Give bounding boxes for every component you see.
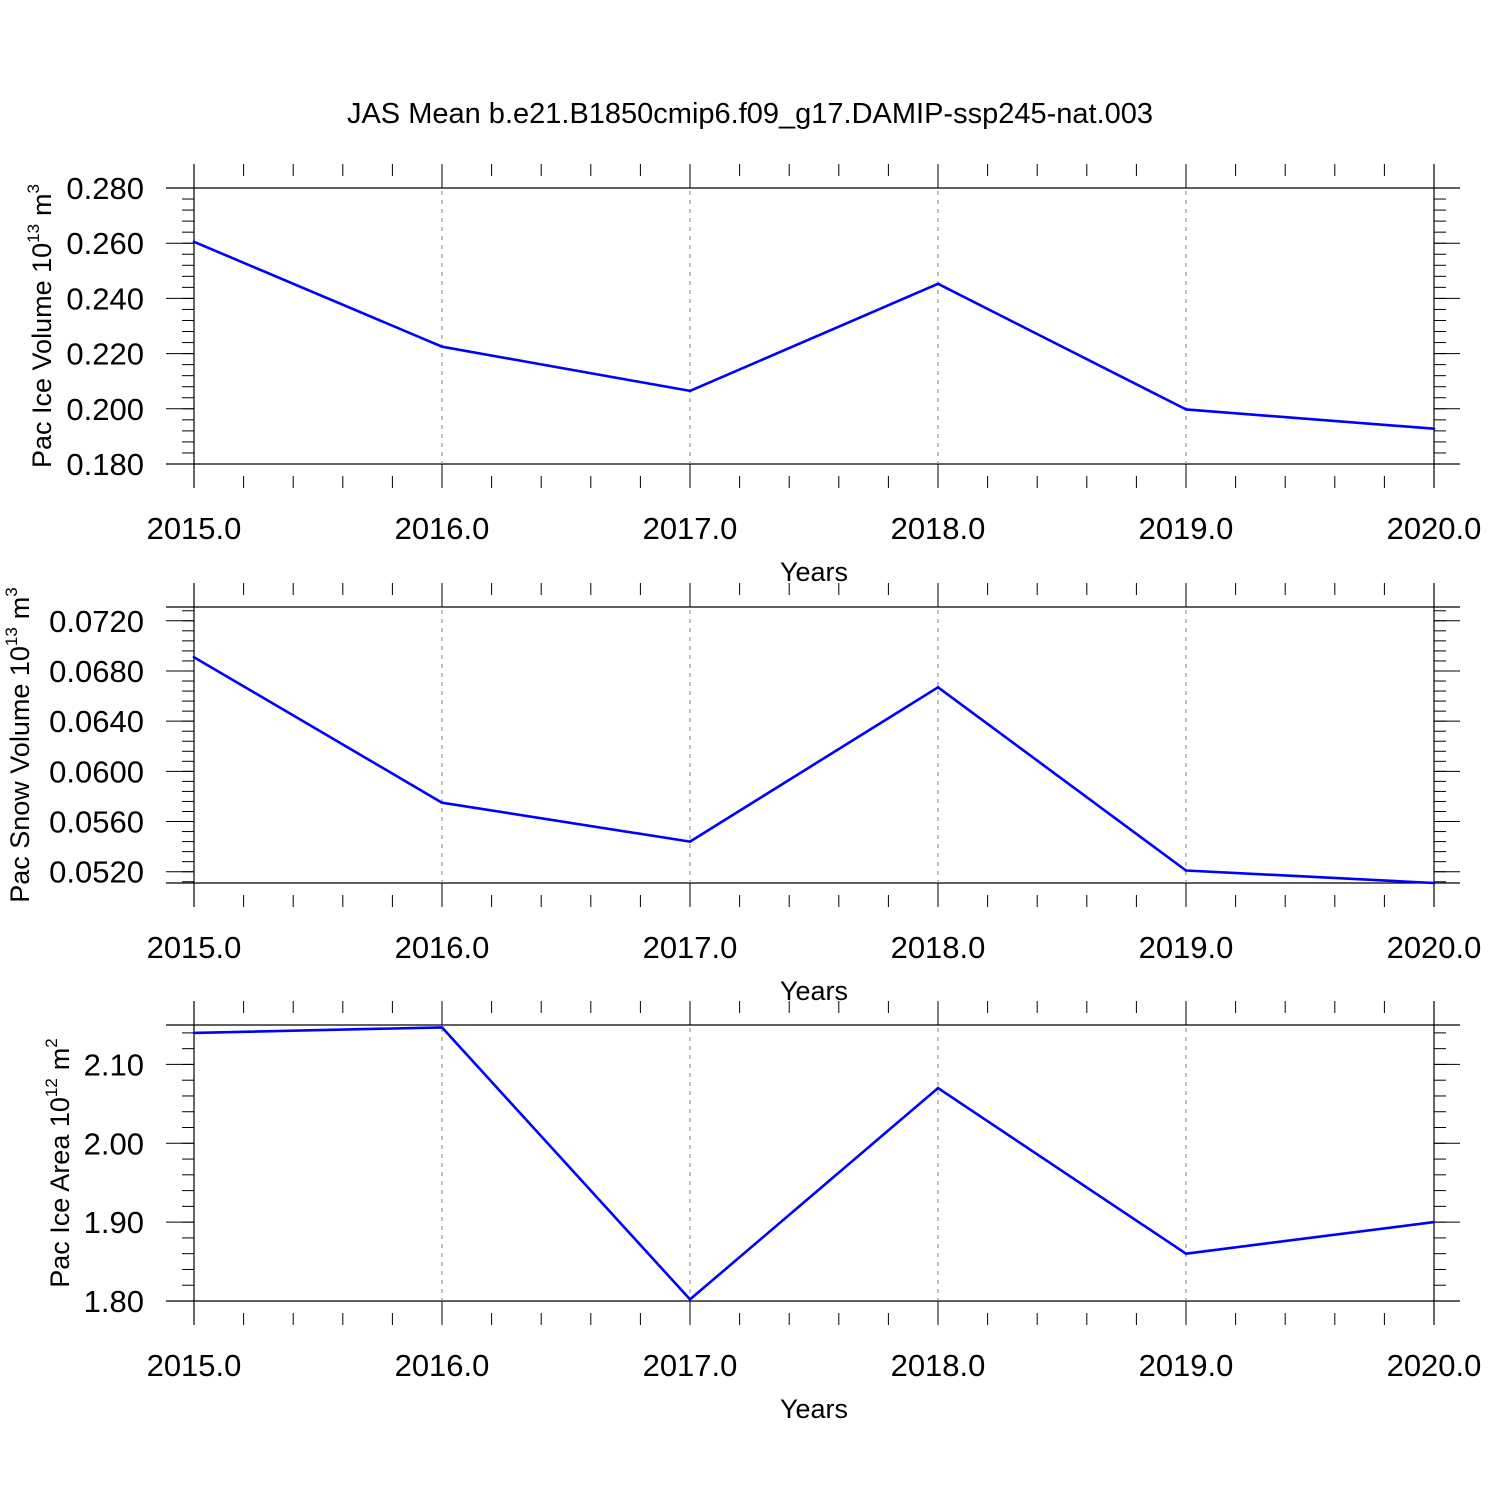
panel-ice-area: 2015.0 2016.0 2017.0 2018.0 2019.0 2020.0 1.80…	[42, 1001, 1481, 1424]
y-axis-label-exponent: 13	[2, 627, 21, 646]
data-point	[1432, 427, 1436, 430]
x-tick-label: 2018.0	[891, 511, 986, 546]
y-axis-label-unit-exponent: 3	[24, 184, 43, 193]
y-axis-label-unit: m	[27, 193, 57, 216]
x-axis-label: Years	[780, 1394, 848, 1424]
x-tick-label: 2017.0	[643, 930, 738, 965]
data-point	[1432, 1220, 1436, 1224]
y-axis-label: Pac Ice Area 1012 m2	[42, 1038, 75, 1288]
y-axis-label-unit: m	[45, 1048, 75, 1071]
y-tick-label: 0.260	[66, 226, 144, 261]
data-point	[936, 685, 940, 689]
y-tick-label: 0.0520	[49, 855, 144, 890]
y-tick-label: 0.200	[66, 392, 144, 427]
data-point	[688, 389, 692, 393]
y-axis-label-exponent: 12	[42, 1078, 61, 1097]
y-tick-label: 0.180	[66, 447, 144, 482]
y-tick-label: 0.0680	[49, 654, 144, 689]
chart-title: JAS Mean b.e21.B1850cmip6.f09_g17.DAMIP-…	[346, 98, 1154, 130]
y-axis-label-text: Pac Ice Volume 10	[27, 243, 57, 468]
data-point	[1184, 1252, 1188, 1255]
data-point	[936, 1086, 940, 1090]
series-line	[193, 656, 1435, 885]
data-point	[936, 282, 940, 286]
x-tick-label: 2020.0	[1387, 930, 1482, 965]
y-tick-label: 0.0600	[49, 754, 144, 789]
y-tick-label: 0.240	[66, 281, 144, 316]
data-point	[688, 1298, 692, 1301]
x-tick-label: 2015.0	[147, 930, 242, 965]
x-tick-label: 2020.0	[1387, 511, 1482, 546]
data-point	[440, 345, 444, 349]
x-tick-label: 2016.0	[395, 930, 490, 965]
x-tick-label: 2018.0	[891, 930, 986, 965]
panel-snow-volume: 2015.0 2016.0 2017.0 2018.0 2019.0 2020.0 0.05…	[2, 583, 1481, 1006]
data-point	[192, 655, 196, 659]
data-point	[1184, 408, 1188, 411]
x-tick-label: 2017.0	[643, 1348, 738, 1383]
data-point	[440, 1026, 444, 1029]
y-axis-label-text: Pac Ice Area 10	[45, 1097, 75, 1288]
x-tick-label: 2015.0	[147, 1348, 242, 1383]
y-tick-label: 1.90	[84, 1205, 144, 1240]
panel-ice-volume: 2015.0 2016.0 2017.0 2018.0 2019.0 2020.0 0.18…	[24, 164, 1481, 587]
x-tick-label: 2017.0	[643, 511, 738, 546]
y-tick-label: 2.00	[84, 1126, 144, 1161]
y-axis-label-exponent: 13	[24, 224, 43, 243]
y-tick-label: 1.80	[84, 1284, 144, 1319]
series-line	[193, 240, 1435, 430]
data-point	[192, 240, 196, 244]
x-axis-label: Years	[780, 557, 848, 587]
y-tick-label: 0.0640	[49, 704, 144, 739]
y-tick-label: 0.280	[66, 171, 144, 206]
x-axis-label: Years	[780, 976, 848, 1006]
y-axis-label-unit-exponent: 2	[42, 1038, 61, 1047]
data-point	[1184, 869, 1188, 872]
y-axis-label-unit: m	[5, 597, 35, 620]
x-tick-label: 2015.0	[147, 511, 242, 546]
y-tick-label: 2.10	[84, 1047, 144, 1082]
x-tick-label: 2018.0	[891, 1348, 986, 1383]
x-tick-label: 2016.0	[395, 1348, 490, 1383]
y-axis-label: Pac Ice Volume 1013 m3	[24, 184, 57, 468]
x-tick-label: 2019.0	[1139, 1348, 1234, 1383]
y-tick-label: 0.220	[66, 337, 144, 372]
x-tick-label: 2016.0	[395, 511, 490, 546]
data-point	[688, 840, 692, 843]
y-tick-label: 0.0560	[49, 805, 144, 840]
y-axis-label: Pac Snow Volume 1013 m3	[2, 587, 35, 903]
y-axis-label-unit-exponent: 3	[2, 587, 21, 596]
series-line	[193, 1026, 1435, 1301]
x-tick-label: 2020.0	[1387, 1348, 1482, 1383]
x-tick-label: 2019.0	[1139, 511, 1234, 546]
x-tick-label: 2019.0	[1139, 930, 1234, 965]
y-tick-label: 0.0720	[49, 604, 144, 639]
data-point	[440, 801, 444, 805]
data-point	[1432, 881, 1436, 885]
y-axis-label-text: Pac Snow Volume 10	[5, 646, 35, 903]
data-point	[192, 1031, 196, 1035]
